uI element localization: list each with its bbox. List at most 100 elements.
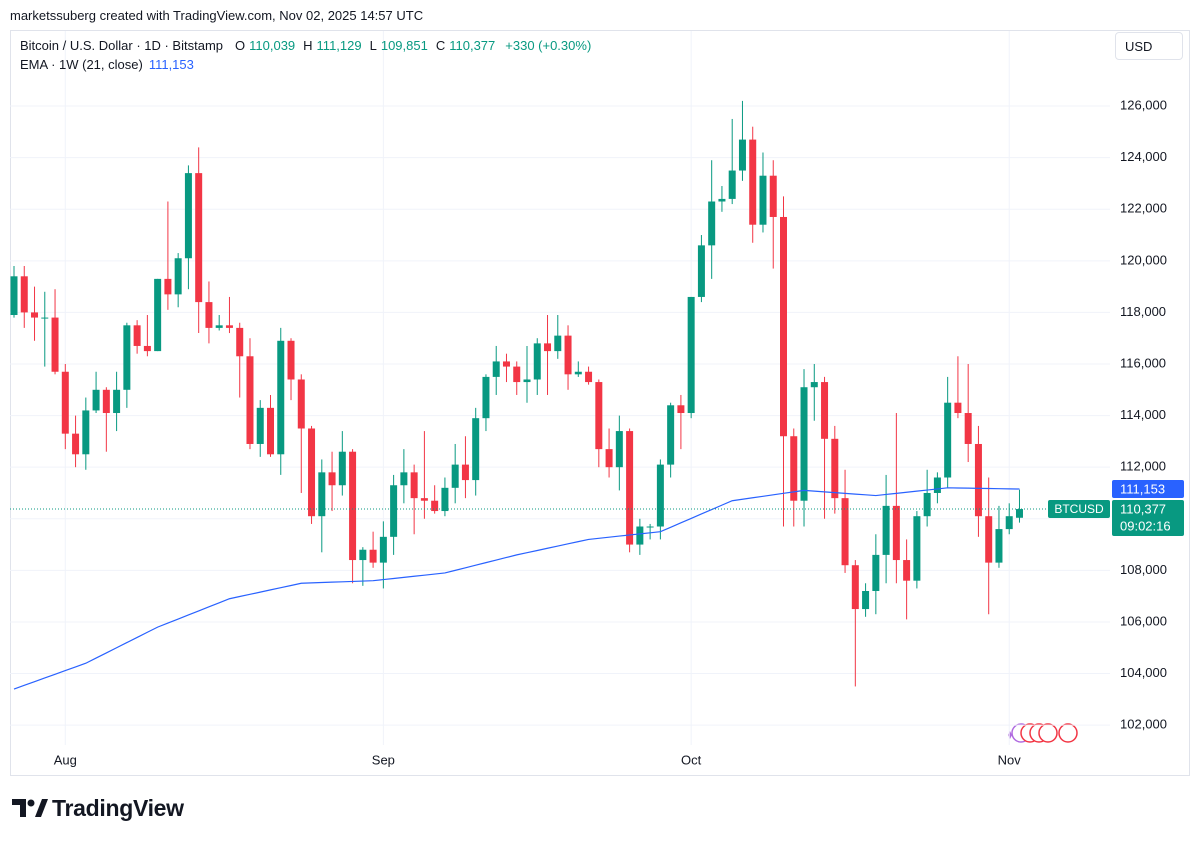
y-tick-label: 122,000 xyxy=(1120,201,1167,216)
candle-body xyxy=(41,317,49,319)
candle-body xyxy=(441,487,449,512)
brand: TradingView xyxy=(52,795,184,821)
candle-body xyxy=(451,464,459,488)
candle-body xyxy=(636,526,644,545)
ema-line xyxy=(13,487,1020,690)
y-tick-label: 106,000 xyxy=(1120,613,1167,628)
candle-body xyxy=(502,361,510,367)
candle-body xyxy=(708,201,716,246)
candle-body xyxy=(718,198,726,202)
legend-key: H xyxy=(303,38,313,53)
candle-body xyxy=(800,387,808,501)
candle-body xyxy=(933,477,941,493)
candle-body xyxy=(810,382,818,388)
candle-body xyxy=(154,278,162,352)
y-tick-label: 118,000 xyxy=(1120,304,1166,319)
currency-button[interactable]: USD xyxy=(1115,32,1183,60)
candle-body xyxy=(492,361,500,377)
candle-body xyxy=(564,335,572,375)
candle-body xyxy=(82,410,90,455)
candle-body xyxy=(472,418,480,481)
candle-body xyxy=(913,516,921,581)
candle-body xyxy=(256,407,264,444)
symbol-tag xyxy=(1048,500,1110,519)
candle-body xyxy=(574,371,582,375)
legend-value: 110,377 xyxy=(449,38,496,53)
legend-value: 109,851 xyxy=(380,38,428,53)
candle-body xyxy=(410,472,418,499)
candle-body xyxy=(369,549,377,563)
candle-body xyxy=(554,335,562,352)
candle-body xyxy=(544,343,552,352)
candle-body xyxy=(780,216,787,437)
candle-body xyxy=(92,389,100,411)
candle-body xyxy=(215,325,223,328)
price-tag-label: 110,377 xyxy=(1120,501,1166,516)
y-tick-label: 120,000 xyxy=(1120,252,1167,267)
candle-body xyxy=(841,498,849,566)
candle-body xyxy=(308,428,316,517)
candle-body xyxy=(923,492,931,517)
logo-icon xyxy=(12,799,48,817)
candle-body xyxy=(677,405,685,414)
candle-body xyxy=(862,591,870,610)
candle-body xyxy=(749,139,757,225)
candle-body xyxy=(133,325,141,346)
candle-body xyxy=(267,407,274,455)
candle-body xyxy=(903,560,911,581)
candle-body xyxy=(759,175,767,225)
candle-body xyxy=(615,431,623,468)
chart-frame xyxy=(10,30,1190,776)
candle-body xyxy=(595,382,603,450)
candle-body xyxy=(656,464,664,527)
event-icons xyxy=(1008,723,1078,743)
candle-body xyxy=(882,505,890,555)
candle-body xyxy=(461,464,469,481)
indicator-name: EMA · 1W (21, close) xyxy=(20,57,143,72)
candle-body xyxy=(246,356,254,444)
candle-body xyxy=(985,516,993,563)
candle-body xyxy=(667,405,675,465)
candle-body xyxy=(10,276,18,315)
candle-body xyxy=(790,436,798,501)
candle-body xyxy=(123,325,131,390)
candle-body xyxy=(697,245,705,297)
candle-body xyxy=(287,340,295,380)
legend-key: L xyxy=(369,38,377,53)
candle-body xyxy=(51,317,59,372)
candle-body xyxy=(400,472,408,486)
x-tick-label: Sep xyxy=(372,752,395,767)
x-tick-label: Oct xyxy=(681,752,702,767)
y-tick-label: 114,000 xyxy=(1120,407,1166,422)
candle-body xyxy=(318,472,326,517)
candle-body xyxy=(533,343,541,380)
candle-body xyxy=(482,376,490,419)
x-tick-label: Aug xyxy=(54,752,77,767)
candle-body xyxy=(31,312,39,318)
x-tick-label: Nov xyxy=(998,752,1022,767)
candle-body xyxy=(164,278,172,295)
candle-body xyxy=(513,366,521,383)
candle-body xyxy=(338,451,346,486)
y-tick-label: 126,000 xyxy=(1120,97,1167,112)
candle-body xyxy=(20,276,28,313)
symbol-tag-label: BTCUSD xyxy=(1054,502,1104,516)
legend-change: +330 (+0.30%) xyxy=(505,38,592,53)
y-tick-label: 104,000 xyxy=(1120,665,1167,680)
candle-body xyxy=(225,325,233,328)
candle-body xyxy=(113,389,121,414)
candle-body xyxy=(277,340,285,455)
candle-body xyxy=(738,139,746,171)
candle-body xyxy=(523,379,531,383)
indicator-legend: EMA · 1W (21, close) 111,153 xyxy=(20,57,194,72)
candle-body xyxy=(831,438,839,499)
candle-body xyxy=(954,402,962,414)
candle-body xyxy=(626,431,634,545)
candle-body xyxy=(646,526,654,528)
candle-body xyxy=(195,173,203,303)
legend-key: C xyxy=(435,38,446,53)
candle-body xyxy=(769,175,777,217)
